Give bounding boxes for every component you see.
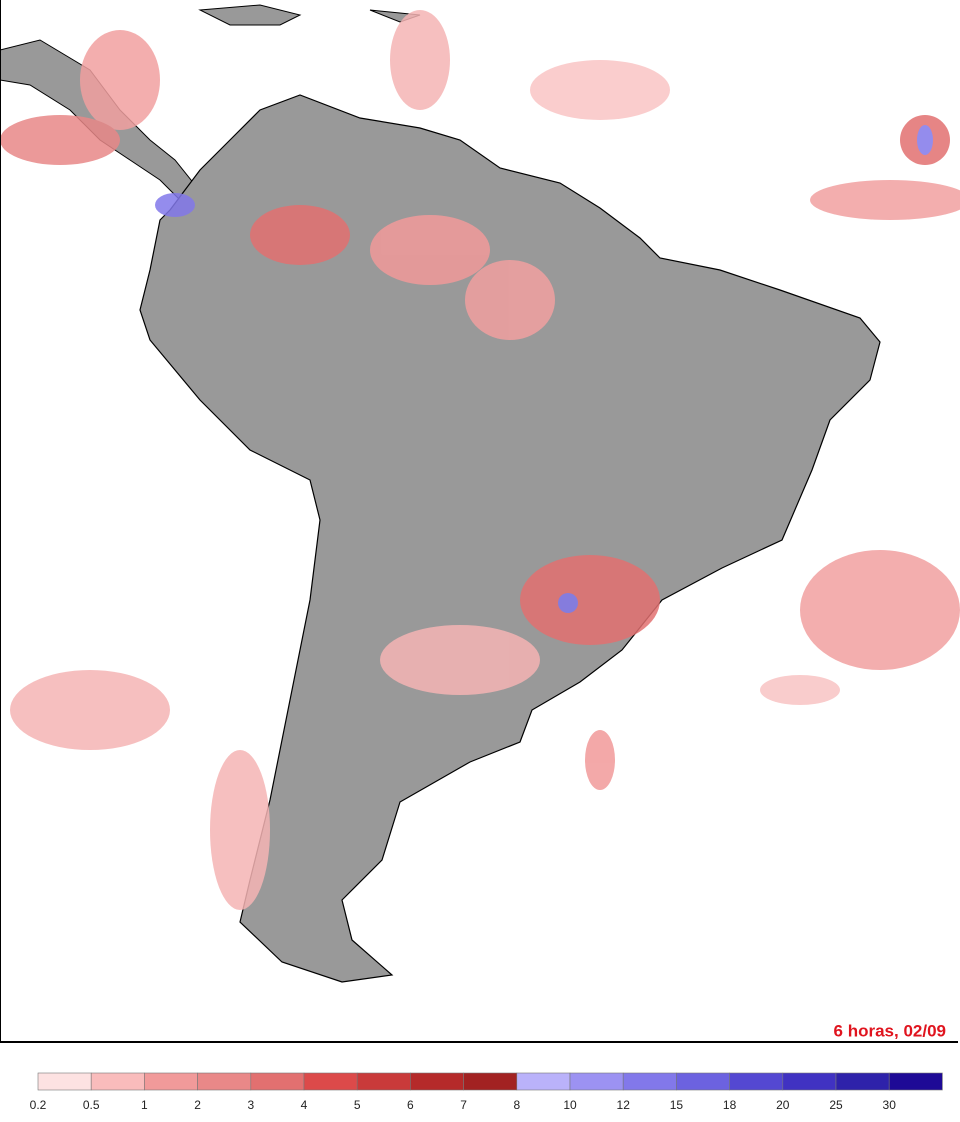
legend-tick-label: 6 [407,1098,414,1112]
legend-swatch [888,1072,943,1091]
precip-patch [210,750,270,910]
legend-swatch [197,1072,252,1091]
legend-tick-label: 25 [829,1098,843,1112]
legend-tick-label: 7 [460,1098,467,1112]
legend-swatch [516,1072,571,1091]
legend-tick-label: 30 [883,1098,897,1112]
precip-patch [0,115,120,165]
legend-swatch [569,1072,624,1091]
legend-tick-label: 15 [670,1098,684,1112]
precip-patch [800,550,960,670]
legend-tick-label: 2 [194,1098,201,1112]
legend-tick-label: 8 [513,1098,520,1112]
legend-swatch [676,1072,730,1091]
legend-tick-label: 12 [617,1098,631,1112]
legend: 0.2 0.5 1 2 3 4 5 6 7 8 10 12 15 18 20 25 30 [30,1072,943,1112]
caption: 6 horas, 02/09 [834,1021,946,1040]
legend-swatch [144,1072,198,1091]
precip-patch [80,30,160,130]
precip-patch [558,593,578,613]
precip-patch [760,675,840,705]
legend-tick-label: 20 [776,1098,790,1112]
land-south-america [139,94,881,983]
precip-patch [10,670,170,750]
legend-swatch [835,1072,890,1091]
legend-tick-label: 18 [723,1098,737,1112]
legend-swatch [622,1072,677,1091]
precip-patches [0,10,960,910]
precip-patch [250,205,350,265]
legend-tick-label: 0.5 [83,1098,100,1112]
legend-tick-label: 10 [563,1098,577,1112]
legend-swatch [356,1072,411,1091]
legend-swatch [729,1072,784,1091]
precip-patch [390,10,450,110]
legend-swatch [37,1072,92,1091]
precip-patch [465,260,555,340]
precip-patch [810,180,960,220]
legend-tick-label: 0.2 [30,1098,47,1112]
legend-swatch [410,1072,464,1091]
precip-patch [520,555,660,645]
precip-patch [370,215,490,285]
legend-tick-label: 3 [247,1098,254,1112]
precip-patch [530,60,670,120]
legend-tick-label: 4 [301,1098,308,1112]
legend-swatch [782,1072,837,1091]
legend-swatch [463,1072,518,1091]
legend-tick-label: 1 [141,1098,148,1112]
precip-patch [917,125,933,155]
map-area: 6 horas, 02/09 [0,0,960,1043]
legend-tick-label: 5 [354,1098,361,1112]
legend-swatch [250,1072,305,1091]
precip-patch [380,625,540,695]
legend-swatch [90,1072,145,1091]
precip-patch [155,193,195,217]
precip-patch [585,730,615,790]
legend-swatch [303,1072,358,1091]
